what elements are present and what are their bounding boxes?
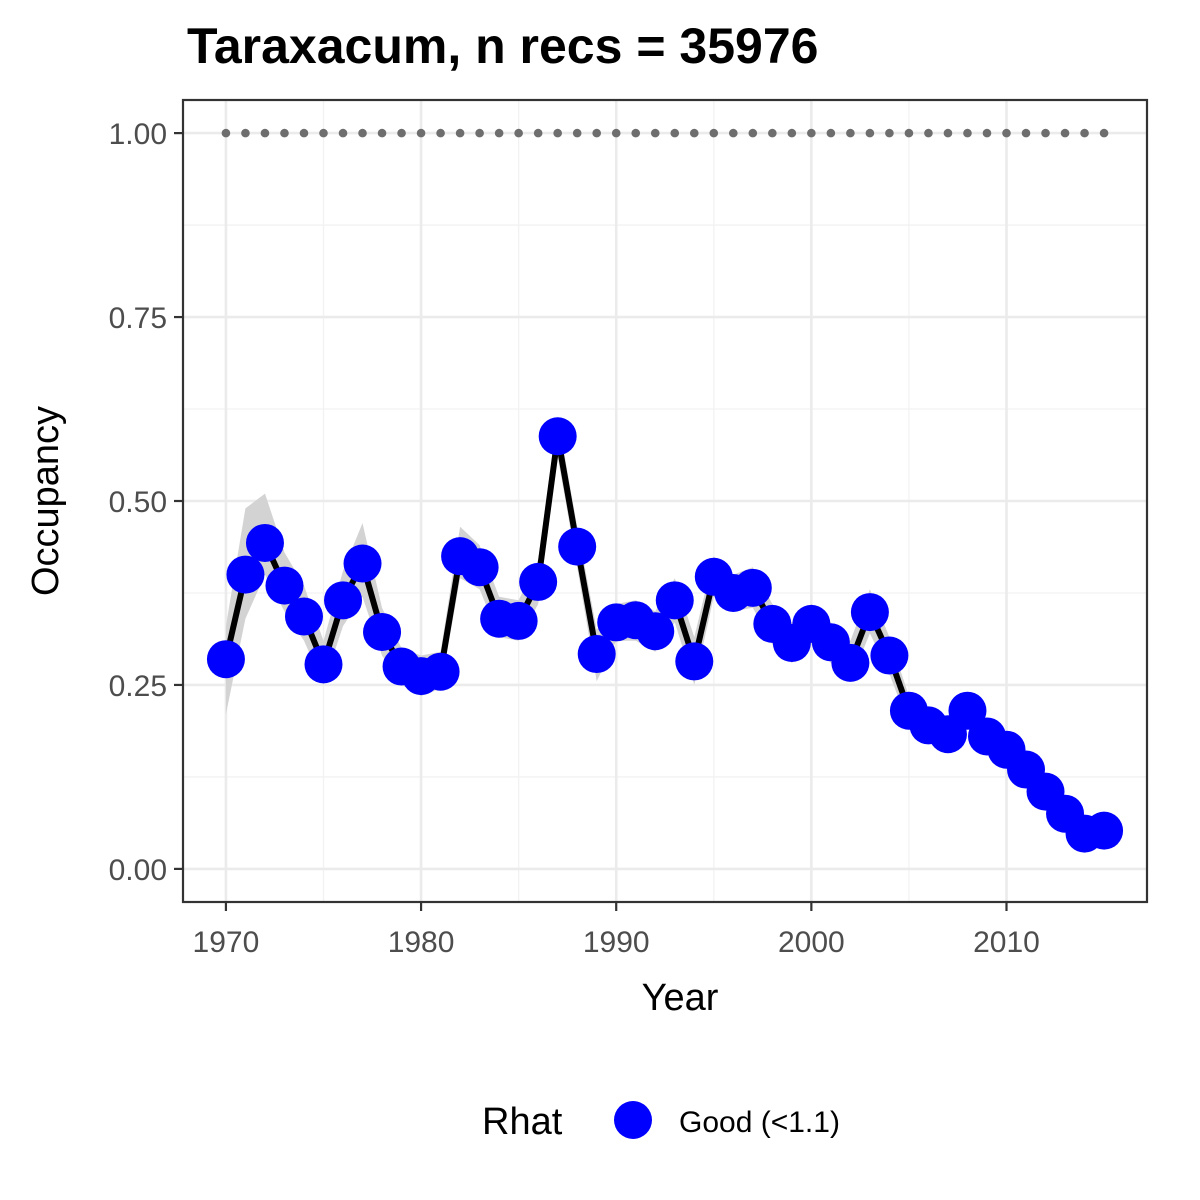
x-axis: 1970 1980 1990 2000 2010 [193, 902, 1040, 959]
reference-point [631, 128, 641, 138]
data-point [265, 566, 304, 605]
reference-point [611, 128, 621, 138]
legend-point-swatch [614, 1101, 652, 1139]
data-points [206, 417, 1124, 853]
reference-point [748, 128, 758, 138]
reference-point [1099, 128, 1109, 138]
reference-point [572, 128, 582, 138]
data-point [870, 636, 909, 675]
data-point [284, 597, 323, 636]
data-point [831, 643, 870, 682]
legend: Rhat Good (<1.1) [482, 1101, 840, 1143]
reference-point [338, 128, 348, 138]
data-point [421, 652, 460, 691]
reference-point [650, 128, 660, 138]
reference-point [260, 128, 270, 138]
reference-point [670, 128, 680, 138]
reference-point [455, 128, 465, 138]
y-tick-label: 0.00 [109, 854, 167, 887]
reference-point [728, 128, 738, 138]
data-point [363, 612, 402, 651]
data-point [226, 555, 265, 594]
reference-point [1021, 128, 1031, 138]
reference-point [592, 128, 602, 138]
reference-point [553, 128, 562, 138]
x-axis-title: Year [642, 977, 719, 1019]
reference-point [377, 128, 387, 138]
reference-point [358, 128, 367, 138]
data-point [206, 640, 245, 679]
reference-point [280, 128, 289, 138]
reference-point [689, 128, 699, 138]
data-point [324, 581, 363, 620]
reference-point [475, 128, 484, 138]
legend-title: Rhat [482, 1101, 563, 1143]
reference-point [299, 128, 309, 138]
data-point [1085, 811, 1124, 850]
reference-point [1060, 128, 1070, 138]
x-tick-label: 1970 [193, 926, 260, 959]
reference-point [514, 128, 523, 138]
data-point [675, 642, 714, 681]
reference-point [221, 128, 231, 138]
data-point [850, 593, 889, 632]
legend-label-good: Good (<1.1) [679, 1106, 840, 1139]
reference-points [221, 128, 1109, 138]
data-point [519, 562, 558, 601]
data-point [655, 581, 694, 620]
reference-point [924, 128, 933, 138]
reference-point [416, 128, 426, 138]
y-tick-label: 0.50 [109, 486, 167, 519]
y-tick-label: 0.25 [109, 670, 167, 703]
reference-point [241, 128, 250, 138]
data-point [460, 548, 499, 587]
reference-point [846, 128, 855, 138]
data-point [343, 544, 382, 583]
data-point [948, 691, 987, 730]
reference-point [826, 128, 836, 138]
reference-point [533, 128, 543, 138]
reference-point [397, 128, 406, 138]
chart-title: Taraxacum, n recs = 35976 [187, 18, 818, 74]
data-point [538, 417, 577, 456]
reference-point [807, 128, 816, 138]
reference-point [319, 128, 328, 138]
reference-point [943, 128, 953, 138]
data-point [577, 635, 616, 674]
x-tick-label: 2000 [778, 926, 845, 959]
x-tick-label: 1980 [388, 926, 455, 959]
reference-point [709, 128, 719, 138]
reference-point [1041, 128, 1050, 138]
reference-point [787, 128, 797, 138]
reference-point [436, 128, 445, 138]
reference-point [768, 128, 777, 138]
data-point [245, 523, 284, 562]
reference-point [865, 128, 875, 138]
reference-point [904, 128, 914, 138]
reference-point [885, 128, 894, 138]
reference-point [1002, 128, 1011, 138]
reference-point [494, 128, 504, 138]
data-point [733, 568, 772, 607]
x-tick-label: 2010 [973, 926, 1040, 959]
data-point [636, 612, 675, 651]
y-tick-label: 0.75 [109, 302, 167, 335]
reference-point [1080, 128, 1089, 138]
data-point [304, 645, 343, 684]
data-point [558, 527, 597, 566]
x-tick-label: 1990 [583, 926, 650, 959]
y-axis-title: Occupancy [25, 406, 67, 596]
reference-point [982, 128, 992, 138]
reference-point [963, 128, 972, 138]
y-axis: 0.00 0.25 0.50 0.75 1.00 [109, 118, 183, 887]
data-point [499, 601, 538, 640]
y-tick-label: 1.00 [109, 118, 167, 151]
